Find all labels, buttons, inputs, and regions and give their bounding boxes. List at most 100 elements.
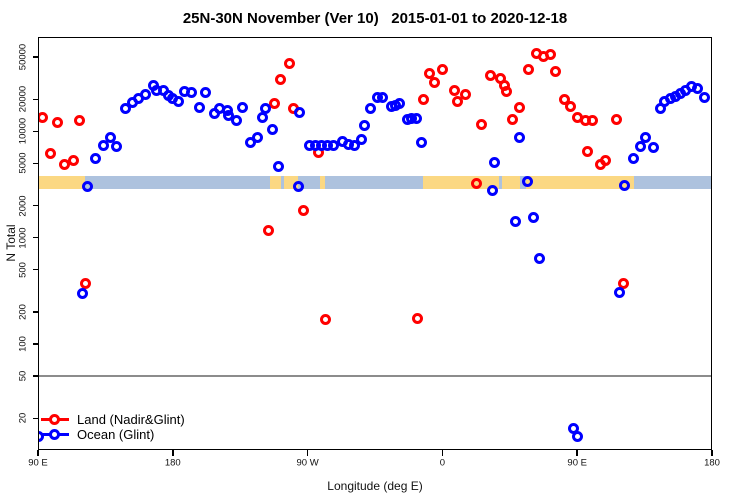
data-point-ocean <box>394 98 406 110</box>
data-point-land <box>523 63 535 75</box>
data-point-ocean <box>489 157 501 169</box>
x-tick-label: 180 <box>704 457 720 469</box>
data-point-land <box>275 74 287 86</box>
data-point-ocean <box>522 176 534 188</box>
data-point-ocean <box>111 140 123 152</box>
data-point-ocean <box>230 115 242 127</box>
y-tick <box>32 162 38 165</box>
data-point-ocean <box>89 153 101 165</box>
data-point-ocean <box>294 107 306 119</box>
y-tick <box>32 130 38 133</box>
land-segment <box>526 176 635 190</box>
y-tick <box>32 375 38 377</box>
data-point-ocean <box>348 139 360 151</box>
y-tick <box>32 56 38 58</box>
data-point-land <box>44 147 56 159</box>
data-point-ocean <box>104 131 116 143</box>
data-point-ocean <box>699 91 711 103</box>
x-tick <box>37 450 39 456</box>
data-point-ocean <box>533 252 545 264</box>
y-tick-label: 2000 <box>17 195 29 217</box>
data-point-land <box>80 278 92 290</box>
y-tick-label: 50 <box>17 370 29 382</box>
data-point-ocean <box>415 137 427 149</box>
ocean-marker-icon <box>41 428 69 440</box>
data-point-ocean <box>260 103 272 115</box>
data-point-land <box>544 49 556 61</box>
data-point-land <box>74 115 86 127</box>
y-tick <box>32 98 38 101</box>
legend: Land (Nadir&Glint) Ocean (Glint) <box>41 412 185 442</box>
data-point-land <box>501 85 513 97</box>
data-point-ocean <box>172 95 184 107</box>
legend-label-ocean: Ocean (Glint) <box>77 426 155 442</box>
data-point-land <box>587 115 599 127</box>
x-axis-label: Longitude (deg E) <box>327 479 423 493</box>
data-point-land <box>582 145 594 157</box>
data-point-land <box>437 64 449 76</box>
data-point-ocean <box>613 287 625 299</box>
data-point-ocean <box>692 83 704 95</box>
x-tick <box>441 450 444 456</box>
data-point-ocean <box>410 113 422 125</box>
data-point-ocean <box>81 181 93 192</box>
data-point-land <box>283 58 295 70</box>
data-point-ocean <box>293 181 305 192</box>
data-point-land <box>559 94 571 106</box>
data-point-land <box>506 114 518 126</box>
data-point-land <box>448 85 460 97</box>
y-tick <box>32 236 38 239</box>
data-point-ocean <box>185 86 197 98</box>
chart-title: 25N-30N November (Ver 10) 2015-01-01 to … <box>182 10 568 27</box>
data-point-ocean <box>640 131 652 143</box>
y-tick-label: 10000 <box>17 118 29 145</box>
y-tick-label: 500 <box>17 261 29 278</box>
data-point-ocean <box>509 215 521 227</box>
y-tick <box>32 204 38 207</box>
data-point-land <box>268 98 280 110</box>
data-point-ocean <box>266 123 278 135</box>
data-point-land <box>470 177 482 189</box>
y-tick-label: 1000 <box>17 227 29 249</box>
data-point-land <box>298 204 310 216</box>
legend-item-ocean: Ocean (Glint) <box>41 426 185 442</box>
data-point-land <box>320 313 332 325</box>
y-tick-label: 20000 <box>17 86 29 113</box>
y-tick-label: 100 <box>17 336 29 352</box>
data-point-ocean <box>514 132 526 144</box>
x-tick <box>306 450 309 456</box>
reference-line-50 <box>38 374 712 377</box>
data-point-ocean <box>236 102 248 114</box>
data-point-ocean <box>245 137 257 149</box>
data-point-land <box>600 155 612 167</box>
data-point-land <box>459 89 471 101</box>
y-tick <box>32 417 38 420</box>
data-point-land <box>514 102 526 114</box>
data-point-land <box>412 312 424 324</box>
data-point-land <box>617 277 629 289</box>
data-point-land <box>429 76 441 88</box>
land-segment <box>502 176 521 190</box>
x-tick-label: 90 E <box>28 457 48 469</box>
y-tick <box>32 311 38 313</box>
data-point-land <box>67 155 79 167</box>
x-tick <box>576 450 578 456</box>
data-point-land <box>51 117 63 129</box>
y-tick-label: 50000 <box>17 43 29 71</box>
land-segment <box>320 176 325 190</box>
data-point-ocean <box>359 119 371 131</box>
plot-area <box>38 37 712 451</box>
data-point-ocean <box>200 86 212 98</box>
y-tick-label: 20 <box>17 412 29 424</box>
data-point-ocean <box>76 287 88 299</box>
data-point-ocean <box>119 103 131 115</box>
land-segment <box>38 176 86 190</box>
data-point-ocean <box>527 212 539 224</box>
data-point-ocean <box>97 139 109 151</box>
y-tick <box>32 343 38 345</box>
legend-item-land: Land (Nadir&Glint) <box>41 412 185 427</box>
data-point-ocean <box>487 184 499 196</box>
y-tick-label: 200 <box>17 304 29 320</box>
land-marker-icon <box>41 413 69 425</box>
